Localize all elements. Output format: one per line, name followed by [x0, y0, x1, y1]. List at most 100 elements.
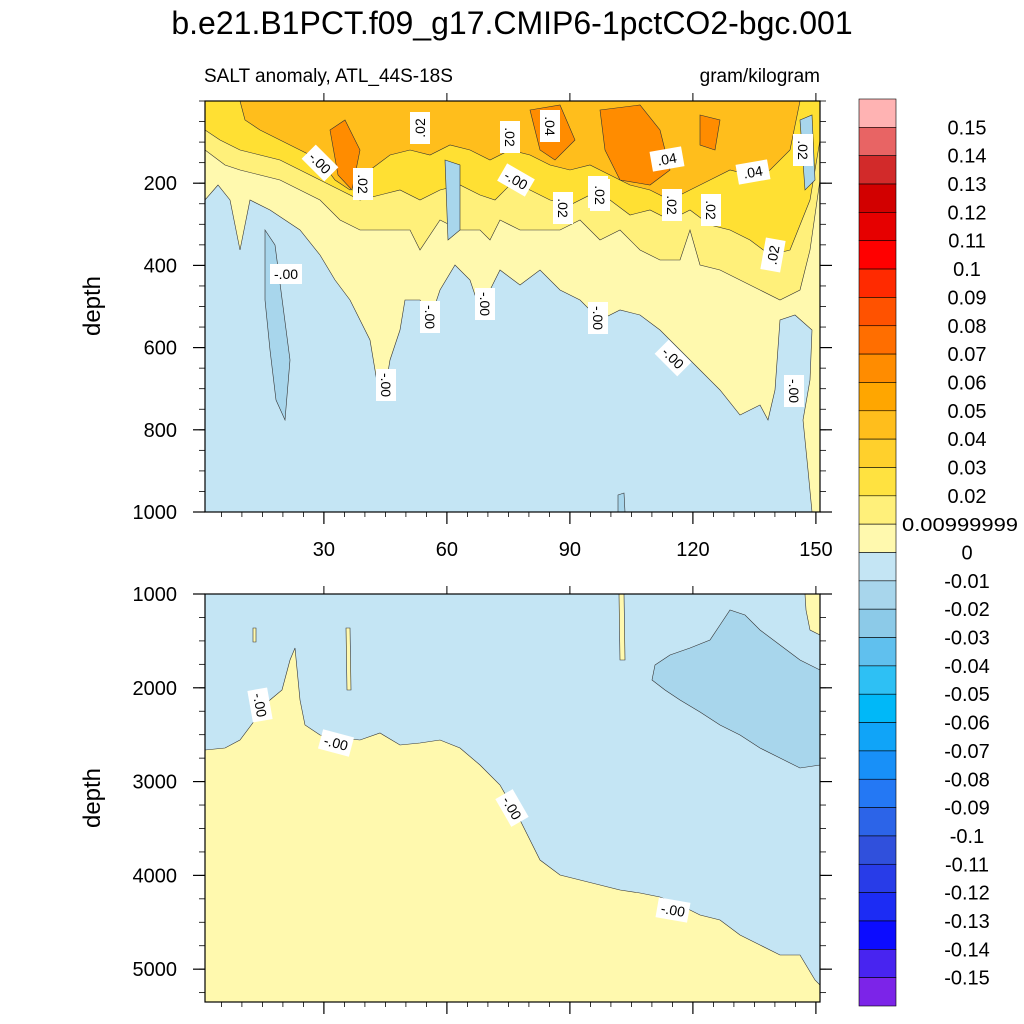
contour-label: .02: [410, 112, 430, 144]
colorbar-swatch: [858, 750, 897, 780]
colorbar-swatch: [858, 665, 897, 695]
contour-label: .02: [553, 192, 573, 224]
colorbar-label: 0.13: [948, 174, 987, 196]
weakly-negative-region: [264, 114, 816, 513]
colorbar-swatch: [858, 212, 897, 242]
colorbar-swatch: [858, 98, 897, 128]
contour-label-bg: [353, 168, 373, 200]
lower-axes: 1000 2000 3000 4000 5000: [133, 584, 832, 1014]
contour-label-text: -.00: [477, 292, 493, 316]
colorbar-label: 0.1: [953, 259, 981, 281]
contour-label-text: -.00: [378, 373, 394, 397]
colorbar-swatch: [858, 353, 897, 383]
chart-title: b.e21.B1PCT.f09_g17.CMIP6-1pctCO2-bgc.00…: [171, 5, 852, 41]
contour-label-bg: [735, 159, 771, 185]
contour-label-bg: [540, 110, 560, 142]
colorbar-label: -0.14: [944, 939, 990, 961]
colorbar-label: -0.13: [944, 911, 990, 933]
contour-label-text: .02: [703, 200, 719, 220]
colorbar-swatch: [858, 155, 897, 185]
upper-panel: .02 -.00 .02 .02 .04 -.00 .04 .04 .02 .02 .02 .02 .0…: [79, 93, 833, 561]
contour-label: -.00: [475, 288, 495, 320]
contour-label-text: -.00: [660, 900, 687, 920]
colorbar-label: 0.15: [948, 117, 987, 139]
contour-label-bg: [588, 302, 608, 334]
contour-label: .02: [701, 194, 721, 226]
contour-label-text: .02: [355, 174, 371, 194]
x-tick-label: 90: [559, 539, 581, 561]
x-tick-label: 150: [799, 539, 832, 561]
colorbar-swatch: [858, 240, 897, 270]
contour-label: .02: [353, 168, 373, 200]
colorbar-label: -0.01: [944, 571, 990, 593]
contour-label-text: .02: [592, 185, 608, 205]
contour-label-text: .02: [763, 244, 782, 266]
contour-label: .02: [662, 189, 682, 221]
contour-label-text: .04: [542, 116, 558, 136]
contour-label-text: .02: [795, 140, 811, 160]
chart-subtitle-left: SALT anomaly, ATL_44S-18S: [204, 66, 453, 87]
contour-label-bg: [760, 237, 786, 273]
colorbar-swatch: [858, 693, 897, 723]
colorbar-swatch: [858, 183, 897, 213]
contour-label-bg: [500, 121, 520, 153]
colorbar-label: -0.11: [945, 854, 989, 876]
colorbar-swatch: [858, 637, 897, 667]
colorbar-label: -0.02: [944, 599, 990, 621]
contour-label-bg: [784, 375, 804, 407]
colorbar-label: 0.04: [948, 429, 987, 451]
lower-plot-frame: [204, 593, 821, 1003]
colorbar-swatch: [858, 835, 897, 865]
contour-label-text: -.00: [250, 692, 270, 719]
colorbar-swatch: [858, 382, 897, 412]
colorbar-swatch: [858, 863, 897, 893]
contour-label-text: -.00: [590, 306, 606, 330]
contour-label-text: -.00: [274, 266, 298, 282]
contour-label: .02: [793, 134, 813, 166]
colorbar-label: -0.04: [944, 656, 990, 678]
colorbar-label: -0.1: [950, 826, 984, 848]
contour-label-bg: [270, 264, 302, 284]
colorbar-swatch: [858, 807, 897, 837]
colorbar-label: 0.08: [948, 316, 987, 338]
lower-panel: -.00 -.00 -.00 -.00 1000 2000 3000 4000 5000 de…: [79, 584, 832, 1014]
contour-label: -.00: [495, 789, 529, 827]
colorbar-swatch: [858, 608, 897, 638]
y-tick-label: 4000: [133, 865, 178, 887]
colorbar-swatch: [858, 325, 897, 355]
colorbar-label: -0.15: [944, 968, 990, 990]
contour-label-text: -.00: [786, 379, 802, 403]
colorbar-label: -0.06: [944, 713, 990, 735]
contour-label: -.00: [270, 264, 302, 284]
y-tick-label: 2000: [133, 678, 178, 700]
contour-label-bg: [410, 112, 430, 144]
colorbar: 0.15 0.14 0.13 0.12 0.11 0.1 0.09 0.08 0.07 0.06 0…: [858, 98, 1018, 1007]
contour-label-bg: [655, 897, 691, 923]
colorbar-swatch: [858, 778, 897, 808]
upper-axes: 30 60 90 120 150 200 400 600 800 1000: [133, 93, 833, 561]
lower-y-axis-label: depth: [79, 768, 106, 828]
contour-label-bg: [701, 194, 721, 226]
contour-label-text: .02: [412, 118, 428, 138]
lower-contour-labels: -.00 -.00 -.00 -.00: [247, 687, 691, 923]
contour-label: .02: [590, 179, 610, 211]
colorbar-label: 0.06: [948, 372, 987, 394]
contour-label: .02: [500, 121, 520, 153]
contour-label-text: .02: [555, 198, 571, 218]
contour-label: .04: [649, 146, 685, 172]
contour-label-bg: [793, 134, 813, 166]
colorbar-swatch: [858, 977, 897, 1007]
contour-label-text: .02: [664, 195, 680, 215]
contour-label-bg: [553, 192, 573, 224]
colorbar-swatch: [858, 920, 897, 950]
contour-label-text: .04: [742, 162, 764, 181]
contour-label-bg: [497, 163, 535, 197]
colorbar-label: 0.09: [948, 287, 987, 309]
colorbar-swatch: [858, 410, 897, 440]
colorbar-label: -0.12: [944, 883, 990, 905]
colorbar-label: 0.05: [948, 401, 987, 423]
contour-label-bg: [475, 288, 495, 320]
colorbar-label: -0.08: [944, 769, 990, 791]
upper-y-axis-label: depth: [79, 276, 106, 336]
contour-label-text: -.00: [322, 732, 350, 754]
